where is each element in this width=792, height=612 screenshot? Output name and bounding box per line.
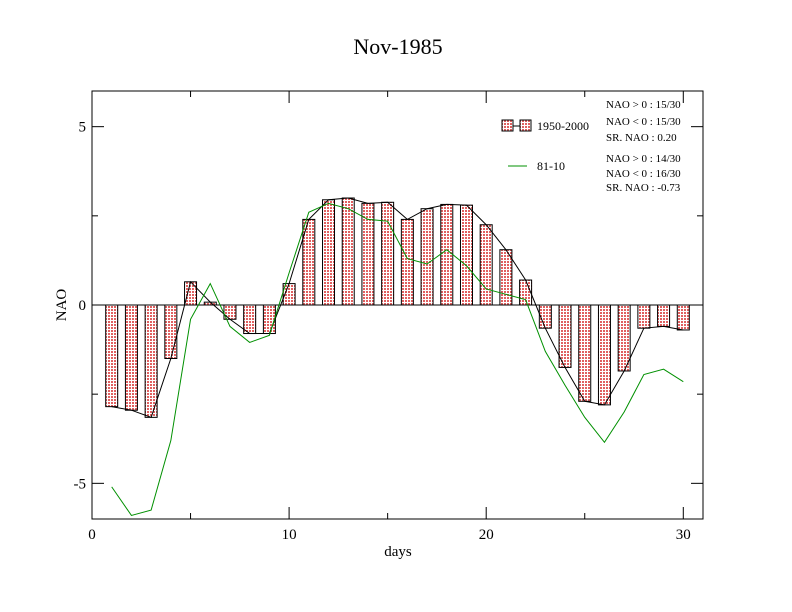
legend-label-1950-2000: 1950-2000 bbox=[537, 119, 589, 133]
legend-swatch-1950-2000-b bbox=[519, 119, 532, 132]
bar bbox=[400, 218, 414, 306]
stats-block-1950-2000: NAO > 0 : 15/30 NAO < 0 : 15/30 SR. NAO … bbox=[606, 99, 681, 144]
y-axis: -5 0 5 bbox=[74, 120, 703, 492]
stat-nao-negative: NAO < 0 : 15/30 bbox=[606, 116, 681, 128]
bar bbox=[381, 201, 395, 306]
bar bbox=[499, 249, 513, 306]
bar bbox=[597, 304, 611, 406]
x-axis-label: days bbox=[384, 544, 412, 560]
x-tick-label: 30 bbox=[676, 527, 691, 543]
bar bbox=[440, 203, 454, 306]
bar-series-connector-line bbox=[111, 197, 684, 418]
stat-sr-nao: SR. NAO : -0.73 bbox=[606, 182, 681, 194]
bar bbox=[479, 224, 493, 306]
bar bbox=[105, 304, 119, 408]
bar bbox=[262, 304, 276, 335]
x-tick-label: 10 bbox=[282, 527, 297, 543]
bar bbox=[538, 304, 552, 329]
y-axis-label: NAO bbox=[54, 289, 70, 322]
y-tick-label: 5 bbox=[79, 120, 87, 136]
stat-nao-negative: NAO < 0 : 16/30 bbox=[606, 168, 681, 180]
line-series-81-10 bbox=[111, 202, 684, 517]
bar bbox=[144, 304, 158, 418]
stat-sr-nao: SR. NAO : 0.20 bbox=[606, 132, 677, 144]
bar bbox=[164, 304, 178, 359]
x-tick-label: 20 bbox=[479, 527, 494, 543]
bar bbox=[459, 204, 473, 306]
chart-title: Nov-1985 bbox=[353, 34, 442, 59]
bar bbox=[676, 304, 690, 331]
x-tick-label: 0 bbox=[88, 527, 96, 543]
legend-label-81-10: 81-10 bbox=[537, 159, 565, 173]
bar bbox=[243, 304, 257, 335]
bar bbox=[519, 279, 533, 306]
bar bbox=[341, 197, 355, 306]
bar bbox=[361, 202, 375, 306]
bar bbox=[124, 304, 138, 411]
bar-series-1950-2000 bbox=[105, 197, 690, 418]
y-tick-label: -5 bbox=[74, 476, 87, 492]
bar bbox=[184, 281, 198, 306]
x-axis: 0 10 20 30 bbox=[88, 91, 691, 543]
y-tick-label: 0 bbox=[79, 298, 87, 314]
legend-swatch-1950-2000-a bbox=[501, 119, 514, 132]
stat-nao-positive: NAO > 0 : 14/30 bbox=[606, 153, 681, 165]
stats-block-81-10: NAO > 0 : 14/30 NAO < 0 : 16/30 SR. NAO … bbox=[606, 153, 681, 194]
bar bbox=[578, 304, 592, 402]
bar bbox=[420, 208, 434, 306]
legend: 1950-2000 81-10 bbox=[501, 119, 589, 173]
bar bbox=[322, 199, 336, 306]
bar bbox=[657, 304, 671, 327]
bar bbox=[637, 304, 651, 329]
stat-nao-positive: NAO > 0 : 15/30 bbox=[606, 99, 681, 111]
